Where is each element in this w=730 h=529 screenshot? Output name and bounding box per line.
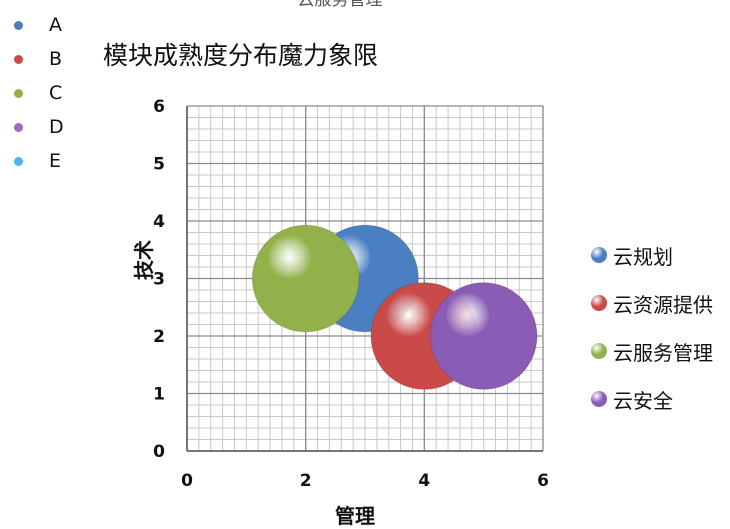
legend-label: 云资源提供 xyxy=(613,292,713,317)
legend-label: 云服务管理 xyxy=(613,340,713,365)
y-tick-label: 3 xyxy=(153,270,165,290)
left-legend-label: A xyxy=(49,14,62,36)
left-legend-item-b: B xyxy=(6,42,64,76)
x-tick-label: 2 xyxy=(300,471,312,491)
y-tick-label: 5 xyxy=(153,155,165,175)
legend-item-cloud-service: 云服务管理 xyxy=(591,327,713,375)
legend-bubble-icon xyxy=(591,343,607,359)
legend-label: 云安全 xyxy=(613,388,673,413)
legend-dot-icon xyxy=(14,20,23,30)
left-legend-label: E xyxy=(49,150,62,172)
x-tick-label: 4 xyxy=(418,471,430,491)
left-legend-label: C xyxy=(49,82,63,104)
tick-layer: 0 2 4 6 0 1 2 3 4 5 6 xyxy=(153,97,549,491)
chart-title: 模块成熟度分布魔力象限 xyxy=(103,41,379,70)
y-axis-title: 技术 xyxy=(132,240,156,280)
legend-bubble-icon xyxy=(591,391,607,407)
left-legend-item-d: D xyxy=(6,110,64,144)
y-tick-label: 6 xyxy=(153,97,165,117)
legend-dot-icon xyxy=(14,88,23,98)
legend-item-cloud-security: 云安全 xyxy=(591,375,713,423)
bubble-layer xyxy=(251,224,538,390)
left-legend-item-a: A xyxy=(6,8,64,42)
top-series-label: 云服务管理 xyxy=(297,0,383,10)
left-legend-item-e: E xyxy=(6,144,64,178)
left-legend-label: B xyxy=(49,48,63,70)
left-legend-label: D xyxy=(49,116,64,138)
y-tick-label: 2 xyxy=(153,327,165,347)
x-axis-title: 管理 xyxy=(335,504,375,528)
legend: 云规划 云资源提供 云服务管理 云安全 xyxy=(591,231,713,423)
legend-bubble-icon xyxy=(591,295,607,311)
legend-item-cloud-planning: 云规划 xyxy=(591,231,713,279)
y-tick-label: 0 xyxy=(153,442,165,462)
left-legend-item-c: C xyxy=(6,76,64,110)
legend-label: 云规划 xyxy=(613,244,673,269)
legend-dot-icon xyxy=(14,54,23,64)
legend-dot-icon xyxy=(14,156,23,166)
legend-dot-icon xyxy=(14,122,23,132)
y-tick-label: 4 xyxy=(153,212,165,232)
x-tick-label: 6 xyxy=(537,471,549,491)
bubble-3 xyxy=(251,224,360,333)
left-legend: A B C D E xyxy=(6,8,64,178)
legend-item-cloud-resource: 云资源提供 xyxy=(591,279,713,327)
y-tick-label: 1 xyxy=(153,385,165,405)
bubble-4 xyxy=(429,282,538,390)
legend-bubble-icon xyxy=(591,247,607,263)
x-tick-label: 0 xyxy=(181,471,193,491)
